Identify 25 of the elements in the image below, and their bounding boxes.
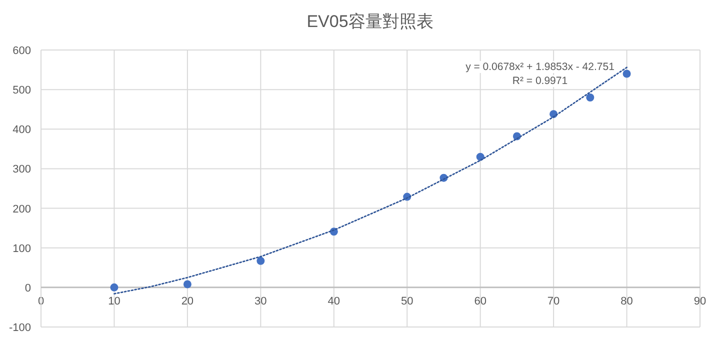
x-tick-label: 50 [400,295,414,308]
x-tick-label: 90 [694,295,706,308]
y-tick-label: 500 [12,84,31,97]
x-tick-label: 70 [547,295,560,308]
x-tick-label: 20 [181,295,194,308]
y-tick-label: 200 [12,203,31,216]
y-tick-label: 300 [12,164,31,176]
y-tick-label: 100 [12,242,31,255]
x-tick-label: 30 [254,295,267,308]
x-tick-label: 60 [474,295,486,308]
y-tick-label: 400 [12,124,31,136]
y-tick-label: 600 [12,45,31,57]
x-tick-label: 80 [620,295,633,308]
chart-title: EV05容量對照表 [306,12,434,31]
x-tick-label: 40 [328,295,340,308]
annotation: R² = 0.9971 [512,75,568,87]
y-tick-label: 0 [24,282,31,294]
point [183,280,192,288]
x-tick-label: 10 [108,295,120,308]
point [622,70,631,78]
y-tick-label: -100 [8,322,31,334]
point [110,283,118,292]
annotation: y = 0.0678x² + 1.9853x - 42.751 [466,61,615,73]
point [256,256,265,265]
point [586,93,594,102]
